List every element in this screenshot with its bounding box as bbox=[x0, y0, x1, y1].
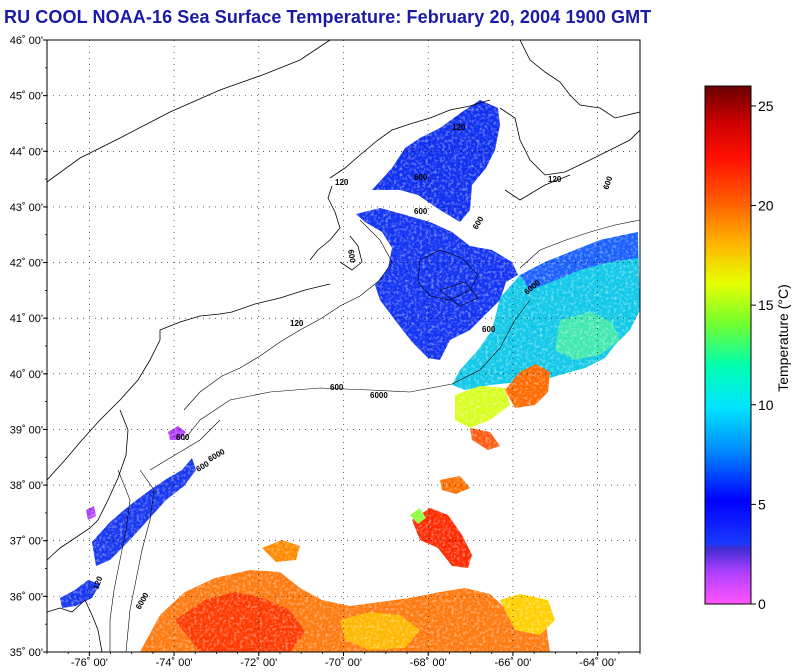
contour-label: 120 bbox=[91, 575, 104, 591]
lon-tick-label: -72˚ 00' bbox=[240, 657, 277, 669]
lon-tick-label: -66˚ 00' bbox=[494, 657, 531, 669]
colorbar-tick-label: 0 bbox=[758, 596, 766, 612]
lat-tick-label: 41˚ 00' bbox=[10, 313, 43, 325]
colorbar-tick-label: 25 bbox=[758, 98, 774, 114]
lat-tick-label: 35˚ 00' bbox=[10, 647, 43, 659]
coastline-delmarva bbox=[97, 409, 129, 521]
contour-label: 600 bbox=[414, 173, 428, 182]
contour-label: 600 bbox=[346, 249, 357, 264]
contour-label: 120 bbox=[290, 319, 304, 328]
coastline-nova-scotia bbox=[499, 107, 640, 176]
colorbar: 25 20 15 10 5 0 Temperature (°C) bbox=[704, 85, 791, 612]
lon-tick-label: -76˚ 00' bbox=[71, 657, 108, 669]
colorbar-tick-label: 10 bbox=[758, 397, 774, 413]
coastline-outer-banks bbox=[84, 599, 103, 652]
coastline-nova-scotia-south bbox=[504, 174, 571, 201]
colorbar-gradient bbox=[704, 85, 752, 605]
lon-tick-label: -74˚ 00' bbox=[156, 657, 193, 669]
lon-tick-label: -64˚ 00' bbox=[579, 657, 616, 669]
contour-120-south bbox=[109, 469, 131, 652]
colorbar-tick-label: 20 bbox=[758, 198, 774, 214]
lat-tick-label: 40˚ 00' bbox=[10, 369, 43, 381]
contour-600-south bbox=[125, 469, 155, 652]
contour-6000-shelf bbox=[183, 299, 531, 441]
contour-label: 600 bbox=[330, 383, 344, 392]
coastline-maine bbox=[329, 99, 491, 179]
coastline-layer bbox=[47, 40, 640, 652]
coastline-cape-cod bbox=[339, 235, 363, 271]
colorbar-title: Temperature (°C) bbox=[775, 284, 791, 392]
chart-title: RU COOL NOAA-16 Sea Surface Temperature:… bbox=[4, 7, 652, 27]
lat-tick-label: 43˚ 00' bbox=[10, 202, 43, 214]
bathymetry-contours bbox=[109, 219, 640, 652]
contour-label: 120 bbox=[452, 123, 466, 132]
coastline-midatlantic bbox=[47, 330, 161, 481]
colorbar-tick-label: 5 bbox=[758, 496, 766, 512]
contour-georges bbox=[439, 281, 479, 307]
coastline-maritimes bbox=[519, 40, 640, 119]
contour-deep-6000 bbox=[149, 419, 221, 471]
contour-label: 6000 bbox=[370, 391, 388, 400]
contour-label: 600 bbox=[414, 207, 428, 216]
contour-label: 600 bbox=[601, 175, 614, 191]
lat-tick-label: 45˚ 00' bbox=[10, 91, 43, 103]
contour-labels: 120 600 600 600 600 120 120 600 6000 600… bbox=[91, 123, 614, 611]
contour-600-north bbox=[183, 219, 393, 411]
longitude-axis: -76˚ 00' -74˚ 00' -72˚ 00' -70˚ 00' -68˚ 00'… bbox=[46, 652, 641, 669]
coastline-nj-ny bbox=[159, 311, 233, 331]
contour-label: 120 bbox=[335, 178, 349, 187]
contour-label: 600 bbox=[482, 325, 496, 334]
lon-tick-label: -70˚ 00' bbox=[325, 657, 362, 669]
coastline-nc bbox=[47, 599, 86, 613]
contour-label: 120 bbox=[548, 175, 562, 184]
contour-scotian bbox=[519, 219, 640, 269]
lat-tick-label: 39˚ 00' bbox=[10, 424, 43, 436]
lat-tick-label: 44˚ 00' bbox=[10, 146, 43, 158]
colorbar-ticks: 25 20 15 10 5 0 bbox=[751, 98, 774, 612]
lat-tick-label: 46˚ 00' bbox=[10, 35, 43, 47]
lat-tick-label: 42˚ 00' bbox=[10, 258, 43, 270]
lon-tick-label: -68˚ 00' bbox=[410, 657, 447, 669]
coastline-virginia bbox=[47, 519, 99, 561]
lat-tick-label: 38˚ 00' bbox=[10, 480, 43, 492]
latitude-axis: 46˚ 00' 45˚ 00' 44˚ 00' 43˚ 00' 42˚ 00' 41˚ 0… bbox=[10, 35, 47, 659]
map-area: 120 600 600 600 600 120 120 600 6000 600… bbox=[47, 40, 640, 652]
graticule-grid bbox=[47, 40, 640, 652]
lat-tick-label: 37˚ 00' bbox=[10, 536, 43, 548]
coastline-new-england bbox=[309, 185, 341, 261]
contour-label: 600 bbox=[176, 433, 190, 442]
coastline-northeast bbox=[47, 40, 331, 183]
contour-gulf-of-maine bbox=[417, 249, 479, 301]
coastline-long-island bbox=[231, 283, 331, 313]
colorbar-tick-label: 15 bbox=[758, 297, 774, 313]
lat-tick-label: 36˚ 00' bbox=[10, 591, 43, 603]
